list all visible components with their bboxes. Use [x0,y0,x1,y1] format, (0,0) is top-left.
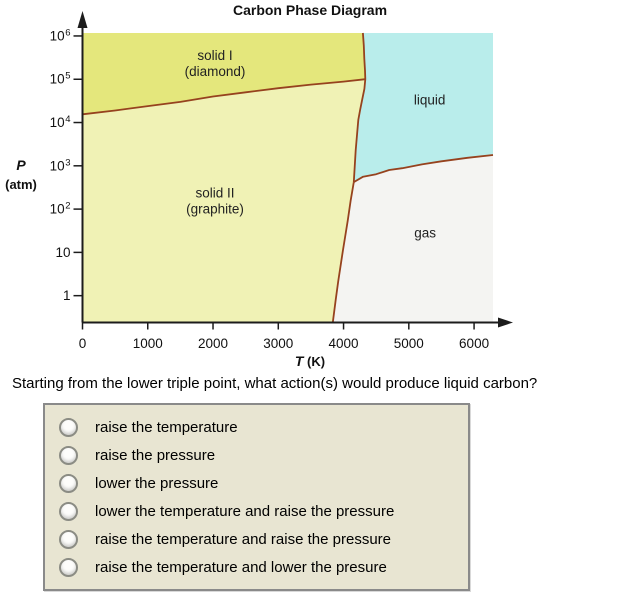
chart-title: Carbon Phase Diagram [233,2,387,18]
option-row-6[interactable]: raise the temperature and lower the pres… [57,553,468,581]
option-row-2[interactable]: raise the pressure [57,441,468,469]
y-axis-arrow-icon [77,11,88,28]
x-tick-label: 5000 [394,336,424,351]
y-tick-label: 1 [63,288,71,303]
region-label-liquid: liquid [414,93,446,108]
radio-button-option-5[interactable] [59,529,78,549]
y-tick-label: 10 [55,245,70,260]
y-tick-label: 105 [50,71,71,87]
option-row-3[interactable]: lower the pressure [57,469,468,497]
option-row-1[interactable]: raise the temperature [57,413,468,441]
x-tick-label: 4000 [329,336,359,351]
solid1-solid2-boundary [82,78,366,116]
boiling-line [353,154,494,183]
option-label: lower the pressure [95,474,219,492]
x-axis-label: T (K) [295,353,325,369]
option-label: raise the temperature and lower the pres… [95,558,387,576]
radio-button-option-6[interactable] [59,557,78,577]
region-liquid [353,33,493,183]
y-tick-label: 102 [50,201,71,217]
y-tick-label: 106 [50,27,71,43]
region-label-solid-i-diamond: solid I (diamond) [185,48,246,79]
x-axis-arrow-icon [498,317,513,328]
question-text: Starting from the lower triple point, wh… [12,375,538,392]
x-tick-label: 0 [79,336,87,351]
region-solid-ii-graphite [82,79,366,323]
option-label: raise the temperature [95,418,238,436]
region-solid-i-diamond [82,33,366,115]
x-tick-label: 2000 [198,336,228,351]
option-row-5[interactable]: raise the temperature and raise the pres… [57,525,468,553]
option-row-4[interactable]: lower the temperature and raise the pres… [57,497,468,525]
y-tick-label: 104 [50,114,71,130]
option-label: raise the temperature and raise the pres… [95,530,391,548]
sublimation-line [331,181,355,323]
option-label: lower the temperature and raise the pres… [95,502,395,520]
y-axis-unit: (atm) [5,177,37,192]
radio-button-option-3[interactable] [59,473,78,493]
y-axis-symbol: P [16,157,26,173]
x-tick-label: 1000 [133,336,163,351]
x-tick-label: 3000 [263,336,293,351]
region-gas [332,155,493,323]
melting-line [352,32,367,183]
options-panel: raise the temperature raise the pressure l… [43,403,470,591]
region-label-solid-ii-graphite: solid II (graphite) [186,185,244,216]
y-tick-label: 103 [50,157,71,173]
option-label: raise the pressure [95,446,216,464]
radio-button-option-4[interactable] [59,501,78,521]
x-tick-label: 6000 [459,336,489,351]
region-label-gas: gas [414,226,436,241]
radio-button-option-1[interactable] [59,417,78,437]
radio-button-option-2[interactable] [59,445,78,465]
